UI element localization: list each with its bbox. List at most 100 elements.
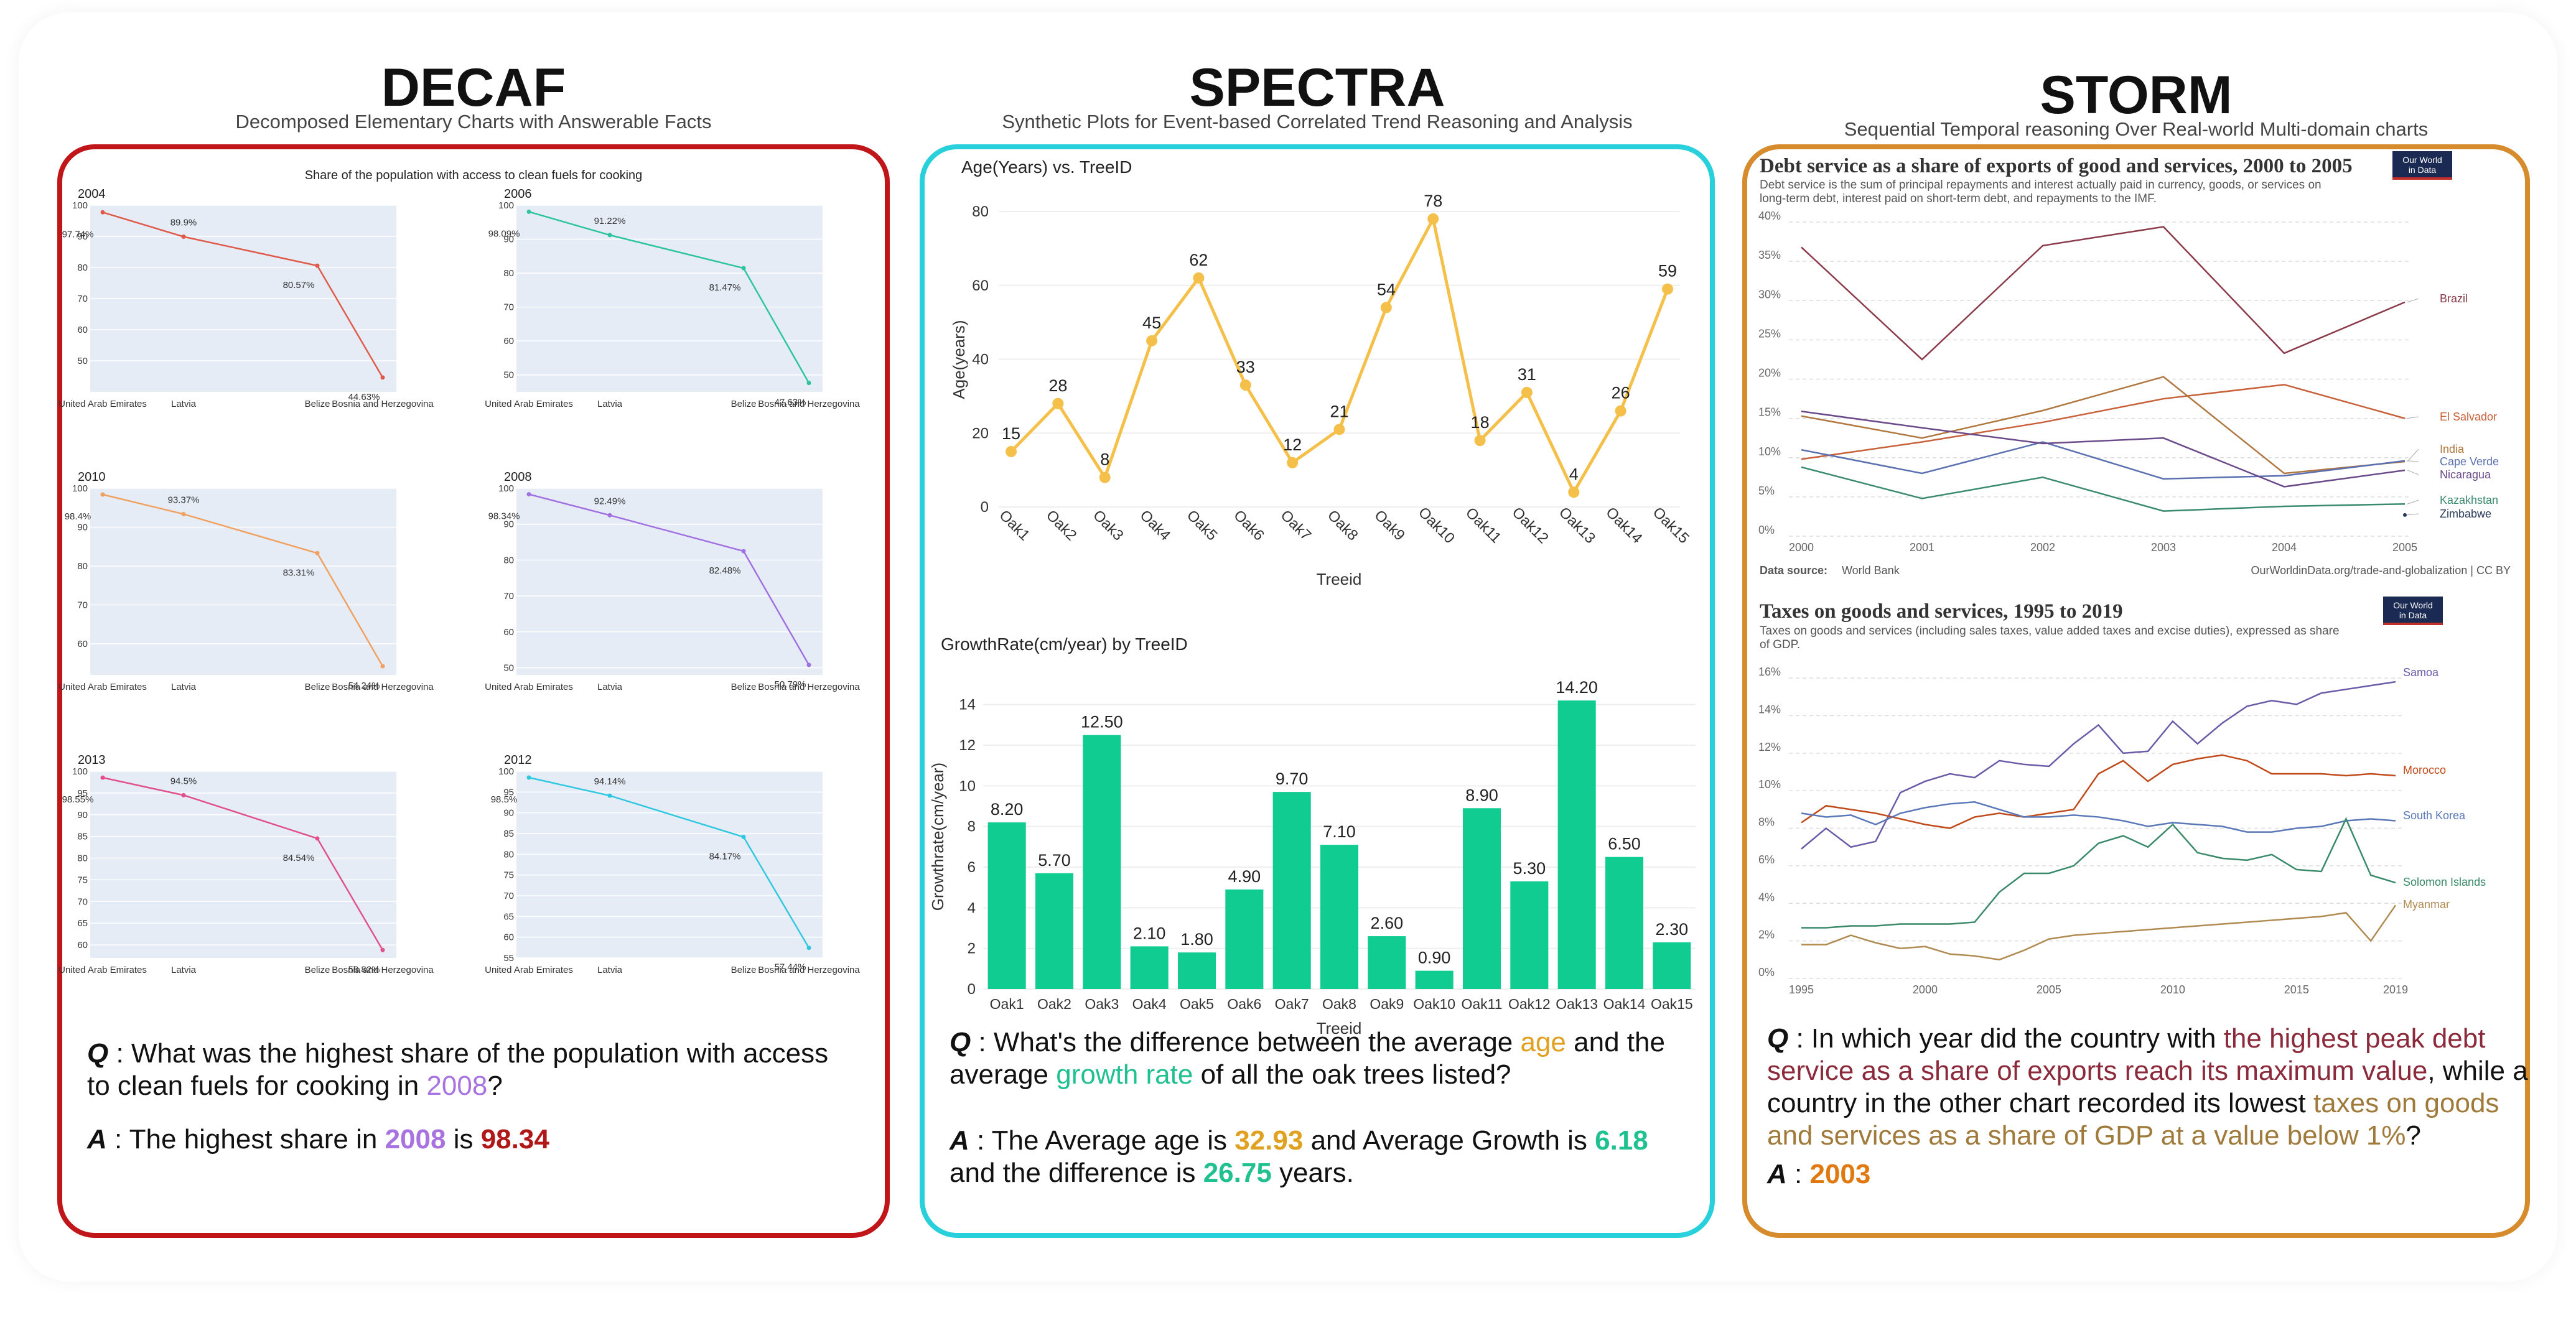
data-label: 57.44% [775,962,806,973]
y-tick-label: 80 [77,853,88,864]
y-tick-label: 100 [498,766,514,777]
x-tick-label: Oak11 [1461,996,1502,1012]
y-tick-label: 95 [77,788,88,799]
spectra-subtitle: Synthetic Plots for Event-based Correlat… [1002,111,1633,132]
x-tick-label: Belize [305,965,330,975]
x-tick-label: Bosnia and Herzegovina [332,682,434,692]
data-label: 92.49% [594,496,626,506]
series-label: India [2440,443,2465,455]
data-point [380,947,385,952]
age-data-label: 8 [1100,450,1109,469]
y-tick-label: 2% [1758,929,1775,941]
data-label: 94.14% [594,776,626,787]
y-tick-label: 14% [1758,703,1781,715]
y-tick-label: 14 [959,697,976,713]
plot-background [90,771,396,958]
x-tick-label: 2010 [2160,983,2185,996]
y-tick-label: 0% [1758,524,1775,536]
x-tick-label: Oak6 [1227,996,1261,1012]
y-tick-label: 12% [1758,741,1781,753]
data-point [607,233,612,238]
series-line [1801,904,2397,961]
bar-data-label: 9.70 [1276,769,1309,788]
y-tick-label: 60 [503,932,514,943]
y-axis-label: Growthrate(cm/year) [928,763,947,911]
x-tick-label: United Arab Emirates [58,399,147,409]
age-data-label: 62 [1189,251,1208,269]
age-point [1615,405,1626,417]
owid-chart-subtitle: Debt service is the sum of principal rep… [1760,179,2322,205]
owid-chart-title: Taxes on goods and services, 1995 to 201… [1760,600,2123,623]
series-label: El Salvador [2440,411,2497,423]
data-label: 98.4% [65,511,91,522]
plot-background [516,205,823,392]
decaf-title: DECAF [381,58,566,118]
decaf-question: Q : What was the highest share of the po… [87,1038,829,1101]
x-tick-label: 2000 [1789,541,1814,554]
x-tick-label: Oak13 [1556,996,1598,1012]
y-tick-label: 90 [77,523,88,533]
x-tick-label: Latvia [597,965,623,975]
data-point [380,375,385,380]
y-tick-label: 60 [972,277,989,294]
age-line [1010,214,1669,496]
x-tick-label: Oak3 [1085,996,1119,1012]
age-point [1474,435,1486,447]
x-tick-label: 1995 [1789,983,1814,996]
y-tick-label: 40 [972,351,989,368]
y-tick-label: 25% [1758,327,1781,340]
x-tick-label: Belize [731,399,757,409]
series-line [1801,466,2406,512]
data-point [806,662,811,667]
age-point [1006,445,1017,457]
owid-logo [2392,151,2452,180]
growth-bar [1320,845,1359,989]
x-tick-label: 2005 [2037,983,2061,996]
x-tick-label: 2003 [2151,541,2176,554]
x-tick-label: Bosnia and Herzegovina [758,965,860,975]
bar-data-label: 6.50 [1608,835,1641,853]
x-tick-label: 2002 [2030,541,2055,554]
storm-question: Q : In which year did the country with t… [1767,1023,2528,1151]
growth-bar [1462,808,1501,989]
growth-bar [1510,881,1549,989]
series-line [1801,817,2396,929]
series-label: Morocco [2403,764,2446,776]
y-tick-label: 75 [77,875,88,885]
decaf-subplot: 2006 50 60 70 80 90 100 United Arab Emirates Lat… [485,187,860,409]
x-tick-label: 2005 [2392,541,2417,554]
spectra-question: Q : What's the difference between the av… [950,1027,1665,1090]
data-point [181,792,186,797]
y-tick-label: 70 [77,294,88,304]
growth-bar [1225,889,1264,989]
x-tick-label: Oak8 [1322,996,1356,1012]
y-tick-label: 100 [72,200,88,211]
y-tick-label: 80 [972,203,989,220]
bar-data-label: 8.90 [1465,786,1498,804]
x-tick-label: Oak8 [1324,507,1361,544]
x-axis-label: Treeid [1317,1019,1362,1038]
x-tick-label: Belize [305,399,330,409]
x-tick-label: Latvia [597,399,623,409]
growth-bar [987,822,1026,989]
growth-bar [1083,735,1121,989]
x-tick-label: 2000 [1913,983,1938,996]
spectra-charts: Age(Years) vs. TreeID020406080Age(years)… [928,157,1696,1038]
data-label: 97.74% [62,229,94,239]
series-line [1801,681,2396,850]
age-point [1287,457,1299,468]
plot-background [516,488,823,675]
y-tick-label: 80 [77,262,88,273]
series-line [102,211,384,378]
y-tick-label: 10% [1758,445,1781,458]
growth-bar [1653,942,1691,989]
source-label: Data source: [1760,564,1827,577]
owid-logo-text: Our World in Data [2402,155,2442,175]
owid-chart-subtitle: Taxes on goods and services (including s… [1760,625,2340,651]
series-label: Samoa [2403,666,2439,679]
growth-bar [1415,970,1454,989]
growth-bar [1557,700,1596,989]
decaf-subplot: 2012 55 60 65 70 75 80 85 90 95 100 United Arab Emi… [485,753,860,975]
series-label: Myanmar [2403,898,2450,911]
data-point [607,793,612,798]
